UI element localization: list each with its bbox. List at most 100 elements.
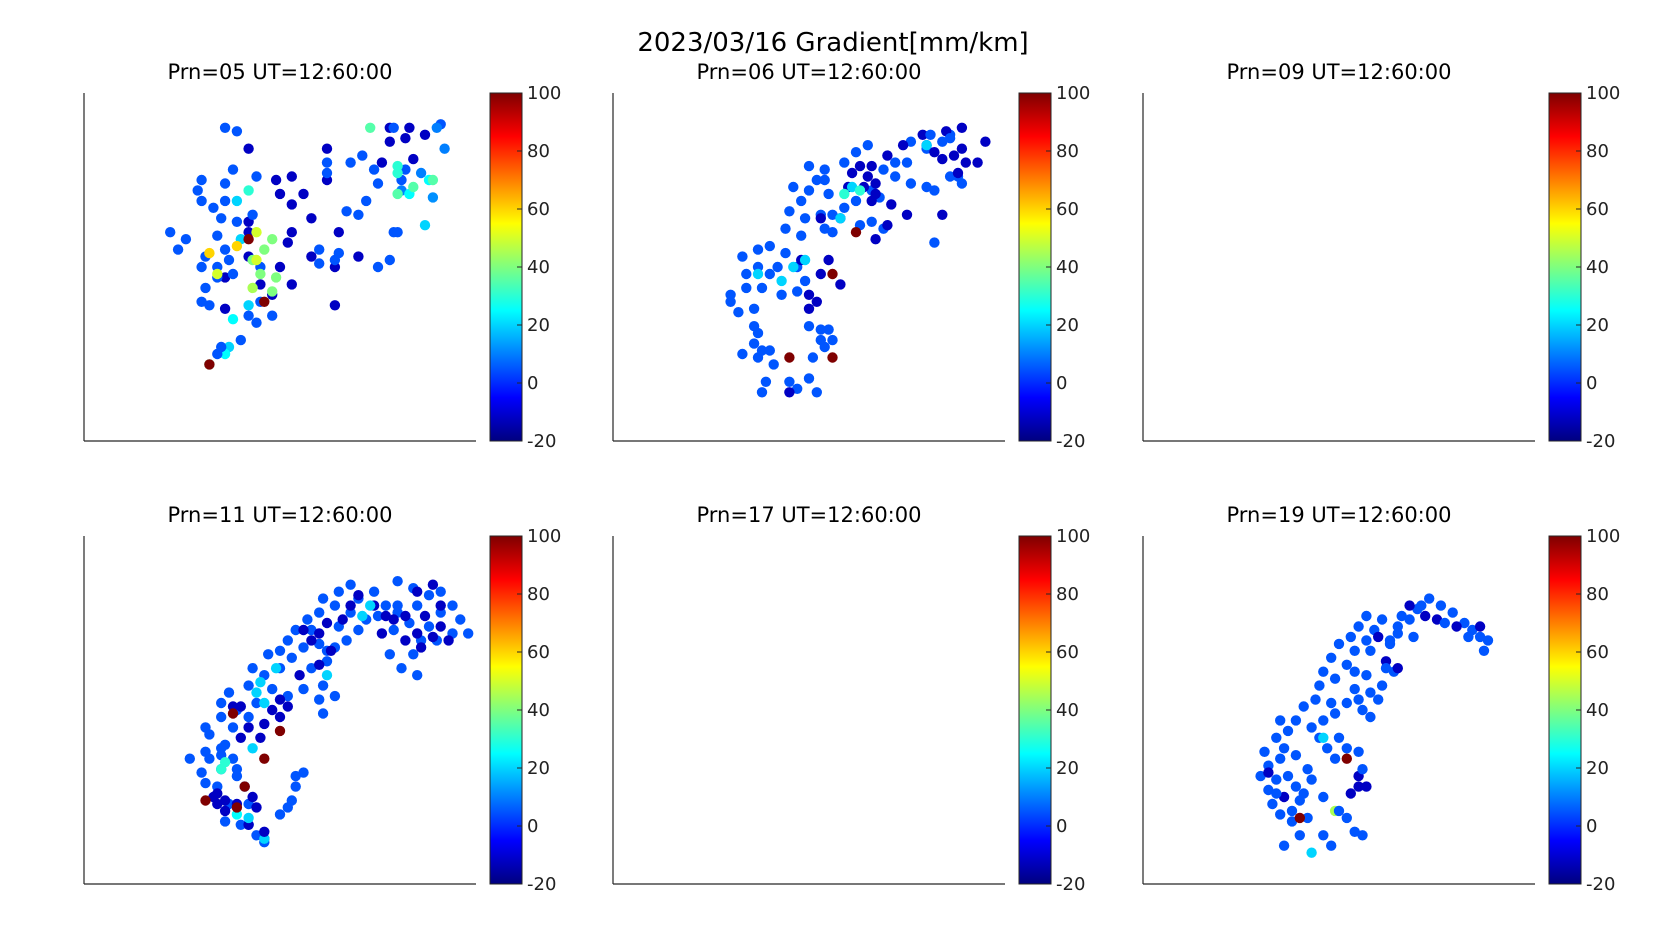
scatter-point [408, 153, 419, 165]
scatter-point [788, 261, 799, 273]
scatter-point [1408, 631, 1419, 643]
scatter-point [921, 140, 932, 151]
scatter-point [227, 722, 239, 733]
scatter-point [784, 352, 795, 363]
scatter-point [314, 694, 325, 705]
scatter-point [274, 645, 286, 656]
scatter-point [796, 230, 807, 241]
scatter-point [827, 209, 838, 220]
scatter-point [937, 209, 948, 220]
scatter-point [1275, 715, 1286, 726]
scatter-point [314, 607, 325, 618]
scatter-point [937, 153, 948, 165]
scatter-point [298, 767, 309, 778]
scatter-point [298, 624, 309, 636]
scatter-point [752, 268, 764, 280]
scatter-point [1290, 750, 1302, 761]
scatter-point [412, 670, 423, 681]
scatter-point [768, 359, 779, 370]
scatter-point [1306, 774, 1317, 785]
scatter-point [196, 195, 207, 207]
scatter-point [1451, 621, 1462, 632]
scatter-point [1416, 600, 1427, 611]
scatter-point [956, 122, 968, 133]
scatter-point [870, 178, 881, 189]
scatter-point [882, 220, 893, 231]
scatter-point [1447, 607, 1458, 618]
scatter-point [1329, 753, 1341, 764]
scatter-point [882, 150, 893, 161]
scatter-point [1333, 732, 1345, 743]
scatter-point [803, 289, 815, 300]
scatter-point [412, 586, 423, 597]
scatter-point [247, 791, 258, 803]
scatter-point [1271, 732, 1282, 743]
scatter-point [1349, 666, 1360, 677]
scatter-point [247, 743, 258, 754]
scatter-point [243, 300, 254, 311]
scatter-point [897, 140, 909, 151]
scatter-point [1275, 809, 1286, 820]
scatter-point [737, 251, 748, 262]
scatter-point [247, 663, 258, 674]
scatter-point [290, 770, 301, 782]
scatter-point [384, 649, 395, 660]
scatter-point [1380, 663, 1392, 674]
scatter-point [345, 157, 356, 168]
scatter-point [925, 129, 936, 140]
colorbar-tick-label: 80 [527, 584, 550, 605]
scatter-point [1318, 715, 1329, 726]
colorbar-tick-label: 80 [1056, 584, 1079, 605]
scatter-point [255, 732, 266, 743]
colorbar [1018, 92, 1052, 442]
scatter-point [427, 579, 439, 590]
scatter-point [827, 227, 838, 238]
scatter-point [353, 251, 364, 262]
scatter-point [772, 261, 783, 273]
colorbar-tick-label: 20 [527, 315, 550, 336]
scatter-point [321, 617, 333, 629]
scatter-point [1294, 812, 1306, 824]
scatter-point [435, 600, 446, 611]
scatter-point [200, 746, 211, 757]
scatter-point [811, 174, 822, 186]
scatter-point [1353, 781, 1364, 792]
scatter-point [165, 227, 176, 238]
colorbar-tick-label: 40 [1056, 257, 1079, 278]
scatter-point [396, 663, 407, 674]
scatter-point [1474, 621, 1486, 632]
scatter-point [372, 178, 384, 189]
scatter-point [1278, 791, 1290, 803]
scatter-point [204, 359, 215, 370]
scatter-point [372, 610, 384, 622]
scatter-point [1376, 614, 1388, 625]
scatter-point [243, 680, 254, 691]
scatter-point [392, 188, 403, 200]
scatter-point [1463, 631, 1474, 643]
scatter-point [435, 586, 446, 597]
scatter-point [780, 223, 791, 234]
scatter-point [799, 213, 811, 224]
scatter-point [353, 209, 364, 220]
scatter-point [819, 174, 830, 186]
scatter-point [219, 303, 231, 314]
panel-title: Prn=17 UT=12:60:00 [697, 503, 922, 527]
scatter-point [1326, 840, 1337, 851]
scatter-point [1306, 847, 1317, 858]
scatter-point [803, 321, 815, 332]
scatter-point [435, 621, 446, 632]
scatter-point [784, 376, 795, 387]
scatter-point [372, 261, 384, 273]
colorbar-tick-label: 60 [527, 199, 550, 220]
scatter-point [1267, 798, 1278, 810]
scatter-point [803, 373, 815, 384]
panel-title: Prn=19 UT=12:60:00 [1227, 503, 1452, 527]
scatter-point [223, 687, 235, 698]
scatter-point [376, 628, 388, 639]
scatter-point [1290, 715, 1302, 726]
scatter-point [1290, 781, 1302, 792]
scatter-point [231, 216, 243, 227]
scatter-point [944, 133, 956, 144]
scatter-point [329, 690, 341, 702]
scatter-point [1341, 697, 1353, 709]
